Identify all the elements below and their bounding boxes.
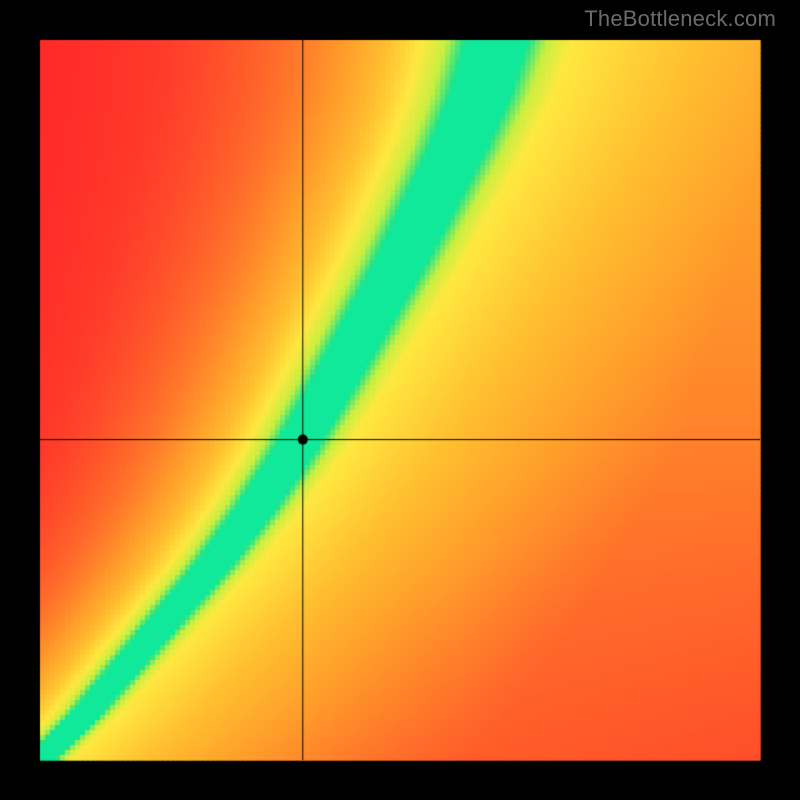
bottleneck-heatmap <box>0 0 800 800</box>
watermark-text: TheBottleneck.com <box>584 6 776 32</box>
